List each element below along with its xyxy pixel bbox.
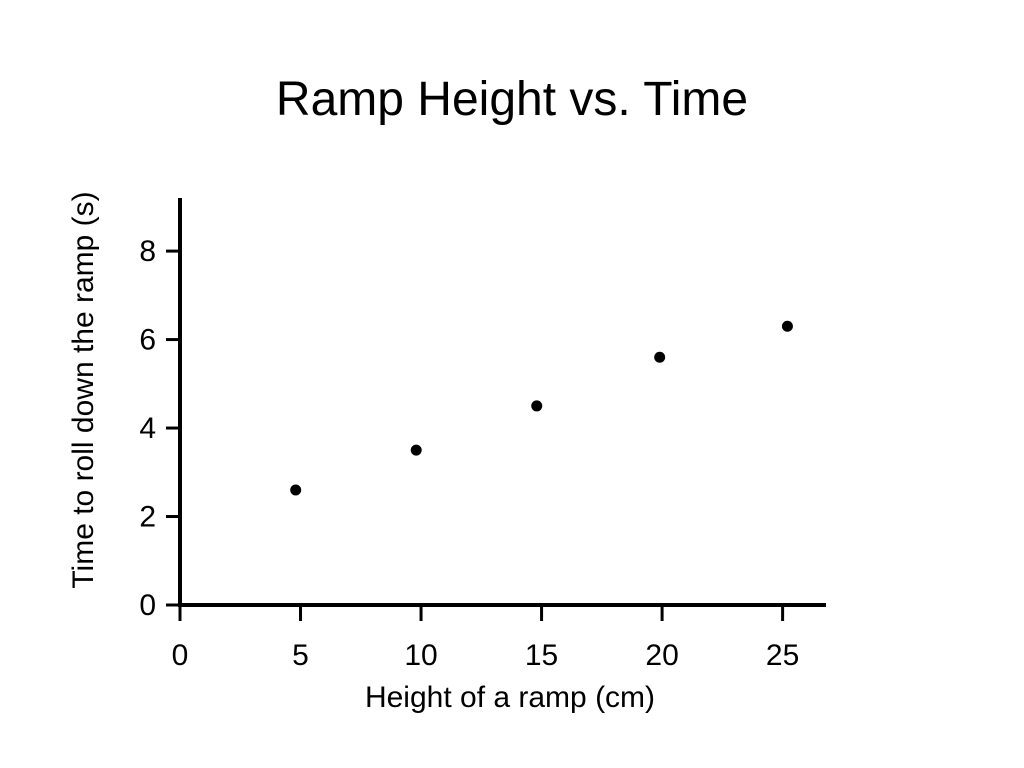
y-tick-label: 6: [139, 324, 156, 357]
x-tick-label: 25: [766, 639, 799, 672]
x-tick-label: 20: [645, 639, 678, 672]
x-axis-label: Height of a ramp (cm): [365, 681, 655, 714]
y-tick-label: 8: [139, 235, 156, 268]
data-point: [410, 444, 422, 456]
data-points: [290, 320, 793, 496]
x-tick-label: 0: [172, 639, 189, 672]
x-tick-label: 10: [404, 639, 437, 672]
y-tick-label: 0: [139, 589, 156, 622]
data-point: [781, 320, 793, 332]
tick-marks: 0 5 10 15 20 25 0 2 4 6 8: [139, 235, 799, 672]
data-point: [531, 400, 543, 412]
x-tick-label: 5: [292, 639, 309, 672]
y-tick-label: 4: [139, 412, 156, 445]
y-tick-label: 2: [139, 501, 156, 534]
data-point: [290, 484, 302, 496]
y-axis-label: Time to roll down the ramp (s): [67, 191, 100, 588]
data-point: [654, 351, 666, 363]
chart-title: Ramp Height vs. Time: [276, 73, 748, 126]
x-tick-label: 15: [525, 639, 558, 672]
axes: [178, 198, 826, 607]
